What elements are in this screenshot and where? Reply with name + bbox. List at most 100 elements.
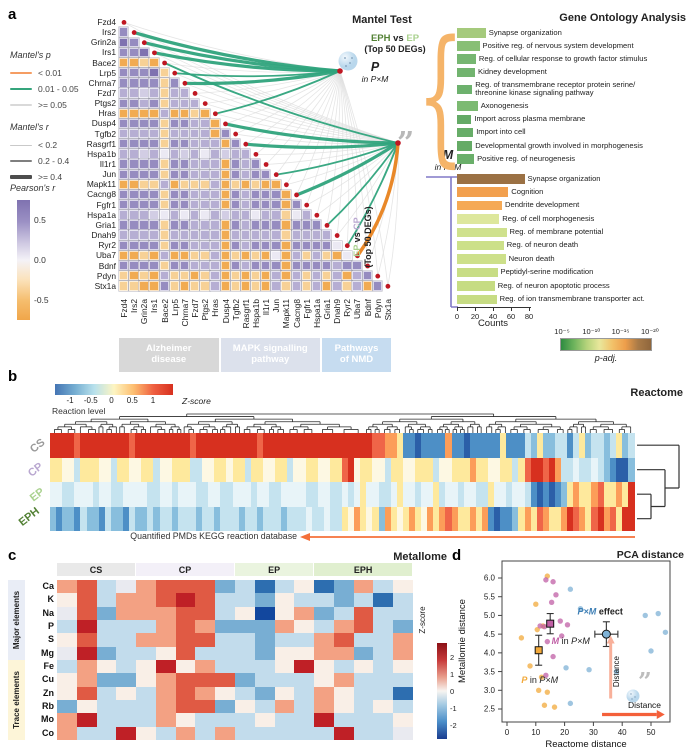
gene-row-label: Dusp4 bbox=[91, 118, 116, 129]
heatmap-cell bbox=[155, 646, 176, 661]
scatter-point bbox=[527, 663, 533, 669]
correlation-cell bbox=[179, 88, 190, 98]
heatmap-cell bbox=[353, 713, 374, 727]
heatmap-cell bbox=[235, 699, 255, 714]
heatmap-cell bbox=[314, 580, 335, 594]
heatmap-cell bbox=[314, 686, 335, 701]
heatmap-cell bbox=[475, 457, 483, 482]
row-label-ep: EP bbox=[27, 485, 47, 505]
heatmap-cell bbox=[76, 606, 97, 621]
heatmap-cell bbox=[433, 457, 440, 482]
element-label-rb: Rb bbox=[42, 700, 54, 711]
go-bar-row: Reg. of ion transmembrane transporter ac… bbox=[457, 294, 645, 305]
heatmap-cell bbox=[68, 482, 75, 507]
heatmap-cell bbox=[269, 482, 276, 507]
heatmap-cell bbox=[235, 633, 255, 647]
heatmap-cell bbox=[591, 457, 599, 482]
correlation-cell bbox=[372, 281, 383, 291]
heatmap-cell bbox=[585, 433, 592, 458]
go-bar bbox=[457, 214, 500, 224]
heatmap-cell bbox=[314, 713, 335, 727]
correlation-cell bbox=[190, 108, 200, 119]
heatmap-cell bbox=[196, 482, 203, 507]
heatmap-cell bbox=[408, 457, 416, 482]
legend-line-sample bbox=[10, 71, 32, 75]
mantel-link bbox=[286, 142, 399, 186]
heatmap-cell bbox=[433, 482, 440, 507]
heatmap-cell bbox=[506, 506, 513, 531]
heatmap-cell bbox=[235, 580, 255, 594]
heatmap-cell bbox=[573, 482, 580, 507]
scatter-point bbox=[648, 648, 654, 654]
heatmap-cell bbox=[235, 659, 255, 674]
heatmap-cell bbox=[147, 506, 154, 531]
scatter-point bbox=[613, 668, 620, 675]
node-p-subtitle: (Top 50 DEGs) bbox=[364, 44, 426, 54]
correlation-cell bbox=[119, 250, 129, 261]
correlation-cell bbox=[119, 128, 129, 139]
row-group-trace: Trace elements bbox=[8, 660, 25, 740]
panel-a-label: a bbox=[8, 6, 17, 23]
heatmap-cell bbox=[360, 482, 367, 507]
heatmap-cell bbox=[384, 482, 392, 507]
heatmap-cell bbox=[56, 482, 63, 507]
heatmap-cell bbox=[98, 457, 106, 482]
heatmap-cell bbox=[314, 593, 335, 607]
heatmap-cell bbox=[353, 619, 374, 634]
heatmap-cell bbox=[116, 606, 137, 621]
correlation-cell bbox=[220, 200, 230, 210]
heatmap-cell bbox=[153, 482, 161, 507]
mantel-link bbox=[326, 70, 341, 226]
go-bar-label: Reg. of neuron death bbox=[506, 240, 579, 250]
heatmap-cell bbox=[104, 433, 112, 458]
correlation-cell bbox=[169, 169, 180, 179]
heatmap-cell bbox=[494, 482, 501, 507]
heatmap-cell bbox=[62, 482, 69, 507]
element-label-k: K bbox=[47, 594, 55, 605]
element-label-cu: Cu bbox=[42, 674, 54, 685]
heatmap-cell bbox=[542, 457, 550, 482]
mantel-link bbox=[275, 70, 341, 175]
go-bar bbox=[457, 28, 486, 38]
x-axis-label: Reactome distance bbox=[545, 739, 626, 750]
heatmap-cell bbox=[294, 633, 315, 647]
heatmap-cell bbox=[287, 433, 294, 458]
heatmap-cell bbox=[135, 457, 142, 482]
correlation-cell bbox=[169, 271, 180, 281]
heatmap-cell bbox=[256, 457, 264, 482]
correlation-cell bbox=[179, 200, 190, 210]
heatmap-cell bbox=[609, 457, 617, 482]
heatmap-cell bbox=[512, 457, 519, 482]
y-axis-label: Metallomie distance bbox=[457, 599, 468, 683]
gene-row-label: Fzd4 bbox=[97, 16, 116, 27]
scatter-point bbox=[642, 612, 648, 619]
correlation-cell bbox=[250, 271, 261, 281]
reaction-level-label: Reaction level bbox=[52, 406, 106, 416]
correlation-cell bbox=[301, 260, 312, 271]
correlation-cell bbox=[139, 260, 149, 271]
correlation-cell bbox=[281, 200, 291, 210]
element-label-fe: Fe bbox=[43, 660, 54, 671]
gene-row-label: Rasgrf1 bbox=[86, 138, 116, 149]
scatter-point bbox=[534, 626, 540, 633]
heatmap-cell bbox=[384, 433, 392, 458]
correlation-cell bbox=[301, 281, 312, 291]
go-group-eph-ep: Synapse organization Positive reg. of ner… bbox=[457, 28, 647, 164]
mantel-link bbox=[316, 70, 341, 216]
go-bar bbox=[457, 114, 472, 125]
heatmap-cell bbox=[603, 433, 611, 458]
zscore-colorbar-c bbox=[437, 643, 447, 739]
heatmap-cell bbox=[159, 457, 167, 482]
correlation-cell bbox=[230, 240, 241, 250]
heatmap-cell bbox=[439, 506, 446, 531]
x-tick-label: 20 bbox=[560, 728, 569, 737]
go-bar bbox=[457, 200, 502, 211]
heatmap-cell bbox=[275, 482, 282, 507]
heatmap-cell bbox=[378, 506, 386, 531]
heatmap-cell bbox=[235, 686, 255, 701]
heatmap-cell bbox=[110, 482, 118, 507]
correlation-cell bbox=[281, 281, 291, 291]
heatmap-cell bbox=[57, 699, 77, 714]
heatmap-cell bbox=[195, 726, 216, 741]
heatmap-cell bbox=[116, 506, 124, 531]
